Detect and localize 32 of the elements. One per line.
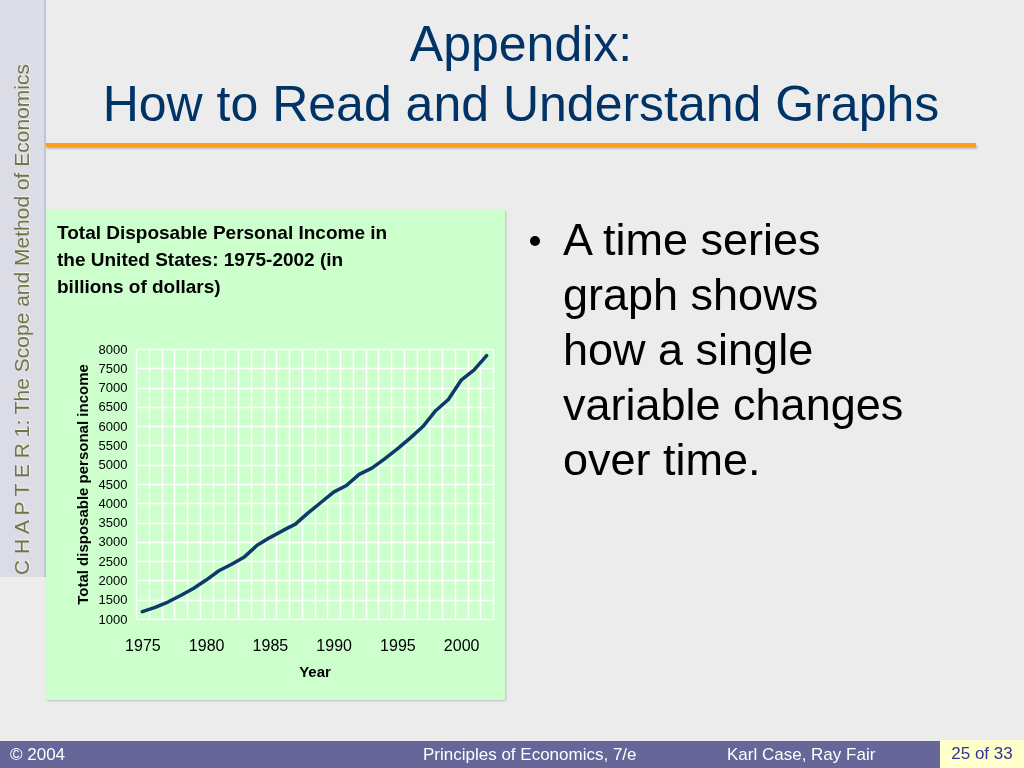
text: © 2004 <box>10 745 66 765</box>
y-tick-label: 7500 <box>98 360 128 376</box>
page-badge: 25 of 33 <box>940 740 1024 768</box>
x-tick-label: 1980 <box>188 636 225 654</box>
x-tick-label: 1985 <box>252 636 289 654</box>
y-tick-label: 5500 <box>98 437 128 453</box>
y-tick-label: 1500 <box>98 592 128 608</box>
y-tick-label: 4000 <box>98 495 128 511</box>
x-tick-label: 1975 <box>125 636 161 654</box>
text: How to Read and Understand Graphs <box>101 75 941 134</box>
y-tick-label: 3000 <box>98 534 128 550</box>
y-tick-label: 8000 <box>98 341 128 357</box>
y-tick-label: 6500 <box>98 399 128 415</box>
x-tick-label: 1995 <box>380 636 416 654</box>
text: Principles of Economics, 7/e <box>423 745 637 765</box>
y-tick-label: 4500 <box>98 476 128 492</box>
x-tick-label: 2000 <box>443 636 480 654</box>
y-tick-label: 1000 <box>98 611 128 627</box>
x-axis-title: Year <box>299 662 332 680</box>
text: A time series graph shows how a single variable changes over time. <box>563 212 908 487</box>
y-tick-label: 2500 <box>98 553 128 569</box>
y-axis-title: Total disposable personal income <box>73 364 91 605</box>
text: Karl Case, Ray Fair <box>727 745 876 765</box>
y-tick-label: 6000 <box>98 418 128 434</box>
text: C H A P T E R 1: The Scope and Method of Economics <box>10 64 34 575</box>
y-tick-label: 5000 <box>98 457 128 473</box>
text: Appendix: <box>408 15 634 74</box>
chart-title: Total Disposable Personal Income in the United States: 1975-2002 (in billions of dollars) <box>57 222 388 297</box>
y-tick-label: 3500 <box>98 515 128 531</box>
x-tick-label: 1990 <box>316 636 353 654</box>
y-tick-label: 7000 <box>98 380 128 396</box>
y-tick-label: 2000 <box>98 572 128 588</box>
